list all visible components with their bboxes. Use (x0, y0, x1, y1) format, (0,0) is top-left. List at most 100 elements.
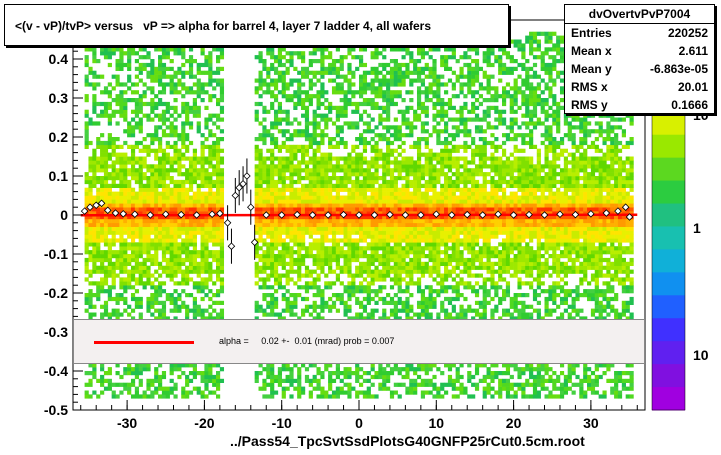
heatmap-cell (123, 281, 128, 286)
heatmap-cell (324, 168, 329, 173)
heatmap-cell (386, 148, 391, 153)
heatmap-cell (312, 125, 317, 130)
heatmap-cell (397, 133, 402, 138)
heatmap-cell (339, 378, 344, 383)
heatmap-cell (185, 137, 190, 142)
heatmap-cell (362, 179, 368, 185)
heatmap-cell (320, 172, 325, 177)
heatmap-cell (366, 207, 371, 212)
heatmap-cell (273, 269, 279, 274)
heatmap-cell (161, 51, 167, 56)
heatmap-cell (359, 222, 364, 227)
heatmap-cell (366, 121, 371, 126)
heatmap-cell (100, 168, 105, 173)
heatmap-cell (254, 226, 259, 231)
heatmap-cell (382, 191, 387, 196)
heatmap-cell (196, 176, 201, 181)
heatmap-cell (107, 246, 112, 251)
heatmap-cell (165, 152, 170, 157)
heatmap-cell (297, 129, 302, 134)
heatmap-cell (254, 250, 259, 255)
heatmap-cell (370, 117, 375, 122)
heatmap-cell (409, 59, 414, 64)
heatmap-cell (107, 242, 112, 247)
heatmap-cell (254, 179, 259, 185)
heatmap-cell (185, 257, 190, 263)
heatmap-cell (304, 367, 310, 372)
heatmap-cell (154, 246, 159, 251)
heatmap-cell (401, 55, 406, 60)
heatmap-cell (301, 129, 306, 134)
heatmap-cell (378, 211, 383, 216)
heatmap-cell (416, 246, 422, 251)
heatmap-cell (111, 215, 116, 220)
heatmap-cell (208, 74, 213, 79)
heatmap-cell (212, 156, 217, 161)
heatmap-cell (405, 211, 410, 216)
heatmap-cell (405, 160, 410, 165)
heatmap-cell (420, 172, 426, 177)
heatmap-cell (351, 148, 356, 153)
heatmap-cell (401, 133, 406, 138)
heatmap-cell (393, 230, 398, 235)
heatmap-cell (212, 195, 217, 200)
heatmap-cell (343, 215, 348, 220)
heatmap-cell (192, 218, 197, 224)
heatmap-cell (119, 238, 124, 243)
heatmap-cell (343, 222, 348, 227)
heatmap-cell (324, 133, 329, 138)
heatmap-cell (293, 105, 298, 110)
heatmap-cell (351, 203, 356, 208)
heatmap-cell (154, 238, 159, 243)
heatmap-cell (150, 172, 155, 177)
heatmap-cell (401, 74, 406, 79)
heatmap-cell (347, 90, 352, 95)
heatmap-cell (386, 226, 391, 231)
heatmap-cell (169, 160, 174, 165)
heatmap-cell (266, 164, 271, 169)
heatmap-cell (138, 62, 143, 68)
heatmap-cell (405, 156, 410, 161)
heatmap-cell (397, 90, 402, 95)
heatmap-cell (293, 304, 298, 309)
heatmap-cell (134, 176, 140, 181)
heatmap-cell (88, 66, 93, 71)
heatmap-cell (216, 386, 221, 391)
heatmap-cell (331, 211, 337, 216)
heatmap-cell (324, 156, 329, 161)
heatmap-cell (173, 226, 178, 231)
heatmap-cell (92, 226, 97, 231)
heatmap-cell (212, 172, 217, 177)
heatmap-cell (146, 226, 151, 231)
heatmap-cell (374, 133, 379, 138)
heatmap-cell (177, 187, 182, 192)
heatmap-cell (185, 207, 190, 212)
heatmap-cell (262, 312, 267, 317)
heatmap-cell (328, 296, 333, 302)
heatmap-cell (273, 281, 279, 286)
heatmap-cell (331, 390, 337, 395)
heatmap-cell (312, 133, 317, 138)
heatmap-cell (370, 246, 375, 251)
heatmap-cell (308, 199, 313, 204)
heatmap-cell (138, 382, 143, 387)
heatmap-cell (393, 66, 398, 71)
heatmap-cell (219, 238, 225, 243)
heatmap-cell (165, 293, 170, 298)
heatmap-cell (378, 374, 383, 380)
heatmap-cell (370, 374, 375, 380)
heatmap-cell (154, 226, 159, 231)
heatmap-cell (293, 230, 298, 235)
heatmap-cell (382, 265, 387, 270)
heatmap-cell (320, 261, 325, 266)
heatmap-cell (123, 82, 128, 87)
heatmap-cell (424, 230, 429, 235)
heatmap-cell (192, 172, 197, 177)
heatmap-cell (200, 47, 205, 52)
heatmap-cell (304, 269, 310, 274)
heatmap-cell (312, 316, 317, 321)
heatmap-cell (115, 168, 120, 173)
heatmap-cell (254, 316, 259, 321)
heatmap-cell (273, 257, 279, 263)
heatmap-cell (297, 148, 302, 153)
